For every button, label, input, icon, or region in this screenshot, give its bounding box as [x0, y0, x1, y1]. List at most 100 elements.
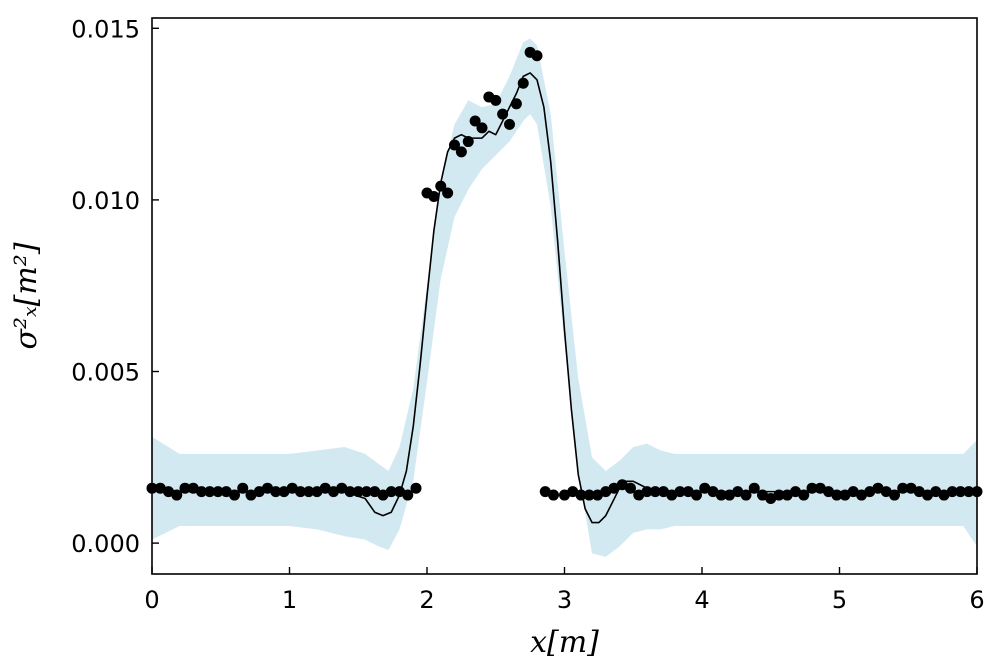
data-point	[410, 482, 422, 494]
data-point	[295, 486, 306, 498]
data-point	[253, 486, 265, 498]
data-point	[608, 482, 620, 494]
x-tick-label: 1	[282, 586, 297, 614]
data-point	[757, 489, 768, 501]
x-tick-label: 4	[694, 586, 709, 614]
data-point	[699, 482, 711, 494]
data-point	[517, 77, 529, 89]
data-point	[575, 489, 587, 501]
data-point	[539, 486, 551, 498]
ticks-layer: 0 1 2 3 4 5 6 0.000 0.005 0.010 0.015	[71, 15, 984, 614]
data-point	[303, 486, 315, 498]
data-point	[163, 486, 174, 498]
data-point	[616, 479, 628, 491]
data-point	[369, 486, 381, 498]
data-point	[583, 489, 595, 501]
x-axis-label: x[m]	[530, 625, 599, 660]
data-point	[262, 482, 273, 494]
data-point	[724, 489, 735, 501]
data-point	[641, 486, 653, 498]
data-point	[187, 482, 199, 494]
mean-line	[152, 72, 977, 524]
data-point	[831, 489, 843, 501]
data-point	[567, 486, 579, 498]
data-point	[428, 190, 440, 202]
data-point	[336, 482, 348, 494]
data-point	[880, 486, 892, 498]
y-tick-label: 0.005	[71, 359, 140, 387]
uncertainty-band	[152, 38, 977, 557]
data-point	[442, 187, 454, 199]
data-point	[328, 486, 339, 498]
y-tick-label: 0.015	[71, 15, 140, 43]
data-point	[212, 486, 224, 498]
data-point	[344, 486, 356, 498]
data-point	[435, 180, 447, 192]
data-point	[229, 489, 240, 501]
data-point	[732, 486, 744, 498]
data-point	[847, 486, 859, 498]
data-point	[237, 482, 249, 494]
data-point	[490, 94, 502, 106]
data-point	[806, 482, 818, 494]
data-point	[311, 486, 323, 498]
data-point	[740, 489, 752, 501]
x-tick-label: 3	[557, 586, 572, 614]
data-point	[864, 486, 876, 498]
data-point	[781, 489, 793, 501]
data-point	[286, 482, 298, 494]
data-point	[748, 482, 760, 494]
data-point	[823, 486, 834, 498]
data-point	[270, 486, 282, 498]
data-point	[504, 118, 515, 130]
x-tick-label: 6	[969, 586, 984, 614]
data-point	[559, 489, 570, 501]
data-point	[633, 489, 645, 501]
data-point	[497, 108, 509, 120]
data-point	[531, 50, 543, 62]
data-point	[476, 122, 488, 134]
mean-line-layer	[152, 72, 977, 524]
data-point	[245, 489, 257, 501]
data-point	[790, 486, 801, 498]
data-point	[814, 482, 826, 494]
data-point	[913, 486, 925, 498]
data-point	[394, 486, 405, 498]
y-axis-label: σ²ₓ[m²]	[9, 242, 44, 349]
data-point	[765, 492, 777, 504]
data-point	[674, 486, 686, 498]
data-point	[707, 486, 719, 498]
data-point	[600, 486, 612, 498]
data-point	[352, 486, 364, 498]
data-point	[897, 482, 909, 494]
data-point	[377, 489, 389, 501]
uncertainty-band-layer	[152, 38, 977, 557]
data-point	[839, 489, 851, 501]
y-tick-label: 0.010	[71, 187, 140, 215]
x-tick-label: 2	[419, 586, 434, 614]
data-point	[171, 489, 183, 501]
data-point	[402, 489, 414, 501]
data-point	[682, 486, 694, 498]
data-point	[930, 486, 942, 498]
data-point	[179, 482, 191, 494]
data-point	[856, 489, 867, 501]
data-point	[220, 486, 232, 498]
data-point	[946, 486, 958, 498]
data-point	[955, 486, 966, 498]
data-point	[922, 489, 933, 501]
data-point	[715, 489, 727, 501]
data-point	[691, 489, 702, 501]
data-point	[154, 482, 166, 494]
data-point	[773, 489, 785, 501]
data-point	[196, 486, 207, 498]
data-point	[963, 486, 975, 498]
y-tick-label: 0.000	[71, 530, 140, 558]
data-point	[510, 98, 522, 110]
data-point	[385, 486, 397, 498]
data-point	[872, 482, 884, 494]
data-point	[455, 146, 467, 158]
data-point	[798, 489, 810, 501]
data-point	[469, 115, 481, 127]
